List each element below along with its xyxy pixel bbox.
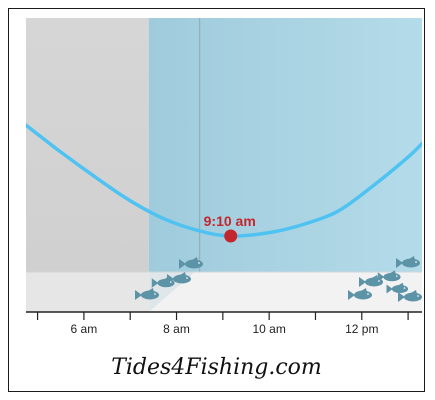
fish-icon (398, 290, 422, 302)
fish-icon (179, 257, 203, 269)
fish-icon (135, 288, 159, 300)
site-caption: Tides4Fishing.com (111, 355, 322, 380)
x-tick-label: 12 pm (345, 322, 378, 336)
x-tick-label: 8 am (163, 322, 190, 336)
fish-icon (396, 256, 420, 268)
low-tide-label: 9:10 am (204, 213, 256, 229)
fish-icon (348, 288, 372, 300)
x-tick-label: 10 am (252, 322, 285, 336)
low-tide-marker (224, 229, 238, 243)
x-tick-label: 6 am (71, 322, 98, 336)
night-band (26, 18, 149, 312)
fish-icon (151, 276, 175, 288)
seabed-night (26, 272, 149, 312)
fish-icon (359, 275, 383, 287)
plot-area (26, 18, 422, 312)
fish-icon (386, 282, 409, 294)
